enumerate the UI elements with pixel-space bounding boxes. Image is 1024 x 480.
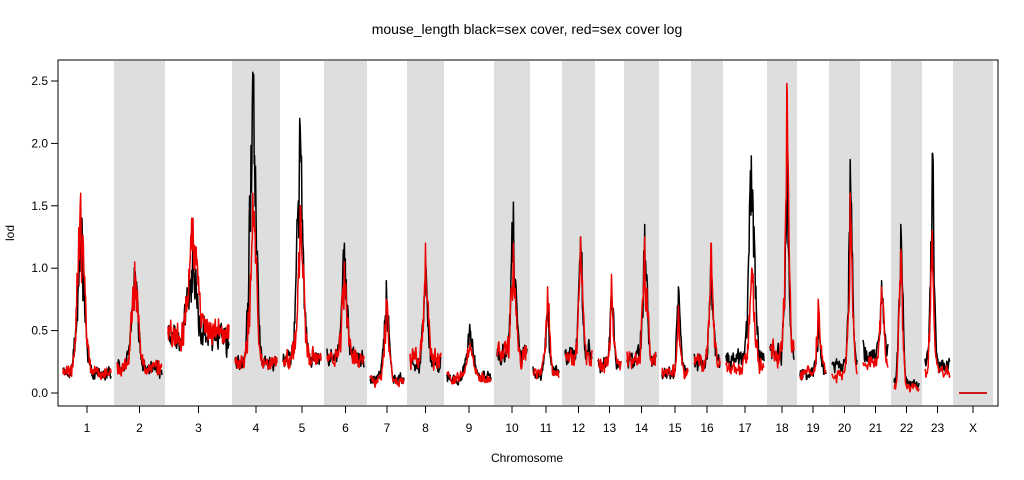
x-tick-label-22: 22 <box>900 421 914 435</box>
y-axis: 0.0 0.5 1.0 1.5 2.0 2.5 <box>31 74 58 400</box>
x-tick-label-15: 15 <box>668 421 682 435</box>
series-0-chr-1 <box>62 217 112 381</box>
series-1-chr-23 <box>924 230 951 379</box>
series-1-chr-11 <box>532 286 560 380</box>
series-1-chr-15 <box>661 304 689 380</box>
chromosome-band-2 <box>114 61 165 405</box>
x-tick-label-6: 6 <box>342 421 349 435</box>
series-1-chr-20 <box>831 192 858 384</box>
x-tick-label-16: 16 <box>700 421 714 435</box>
y-tick-label: 0.0 <box>31 386 48 400</box>
series-1-chr-2 <box>116 261 163 377</box>
series-1-chr-3 <box>167 217 230 352</box>
x-tick-label-10: 10 <box>505 421 519 435</box>
x-tick-label-X: X <box>969 421 977 435</box>
series-1-chr-21 <box>862 286 889 371</box>
series-1-chr-6 <box>326 261 365 369</box>
x-tick-label-23: 23 <box>931 421 945 435</box>
y-tick-label: 2.5 <box>31 74 48 88</box>
series-1-chr-16 <box>693 242 721 373</box>
x-tick-label-1: 1 <box>84 421 91 435</box>
series-1-chr-17 <box>725 267 765 376</box>
series-1-chr-19 <box>799 298 827 381</box>
chromosome-band-22 <box>891 61 922 405</box>
series-1-chr-12 <box>564 236 593 367</box>
x-tick-label-3: 3 <box>195 421 202 435</box>
series-1-chr-4 <box>234 192 278 370</box>
plot-frame <box>57 59 999 407</box>
series-1-chr-5 <box>282 205 322 370</box>
chromosome-band-6 <box>324 61 367 405</box>
x-tick-label-11: 11 <box>540 421 553 435</box>
y-axis-label: lod <box>3 225 17 241</box>
series-1-chr-14 <box>626 236 657 370</box>
x-tick-label-21: 21 <box>869 421 883 435</box>
x-tick-label-5: 5 <box>299 421 306 435</box>
x-tick-label-19: 19 <box>806 421 820 435</box>
chromosome-band-X <box>953 61 993 405</box>
x-axis: 1 2 3 4 5 6 7 8 9 10 11 12 13 14 15 16 17 18 19 20 21 22 23 X <box>84 406 977 435</box>
series-1-chr-22 <box>893 248 920 393</box>
x-tick-label-7: 7 <box>384 421 391 435</box>
y-tick-label: 0.5 <box>31 324 48 338</box>
x-tick-label-2: 2 <box>136 421 143 435</box>
series-1-chr-18 <box>769 82 795 369</box>
series-1-chr-1 <box>62 192 112 381</box>
series-1-chr-7 <box>369 298 405 389</box>
y-tick-label: 1.5 <box>31 199 48 213</box>
series-1-chr-8 <box>409 242 442 371</box>
x-tick-label-9: 9 <box>466 421 473 435</box>
series-0-chr-17 <box>725 155 765 370</box>
chromosome-band-8 <box>407 61 444 405</box>
x-tick-label-4: 4 <box>253 421 260 435</box>
x-tick-label-12: 12 <box>572 421 586 435</box>
x-tick-label-18: 18 <box>775 421 789 435</box>
lod-series <box>62 71 987 394</box>
x-tick-label-20: 20 <box>838 421 852 435</box>
x-tick-label-8: 8 <box>422 421 429 435</box>
x-tick-label-17: 17 <box>738 421 752 435</box>
series-1-chr-10 <box>496 242 528 370</box>
x-tick-label-13: 13 <box>603 421 617 435</box>
chart-title: mouse_length black=sex cover, red=sex co… <box>372 21 683 37</box>
x-axis-label: Chromosome <box>491 451 563 465</box>
series-1-chr-13 <box>597 273 622 374</box>
series-1 <box>62 82 987 394</box>
series-1-chr-9 <box>446 342 492 385</box>
x-tick-label-14: 14 <box>635 421 649 435</box>
y-tick-label: 2.0 <box>31 136 48 150</box>
series-0-chr-7 <box>369 279 405 385</box>
y-tick-label: 1.0 <box>31 261 48 275</box>
